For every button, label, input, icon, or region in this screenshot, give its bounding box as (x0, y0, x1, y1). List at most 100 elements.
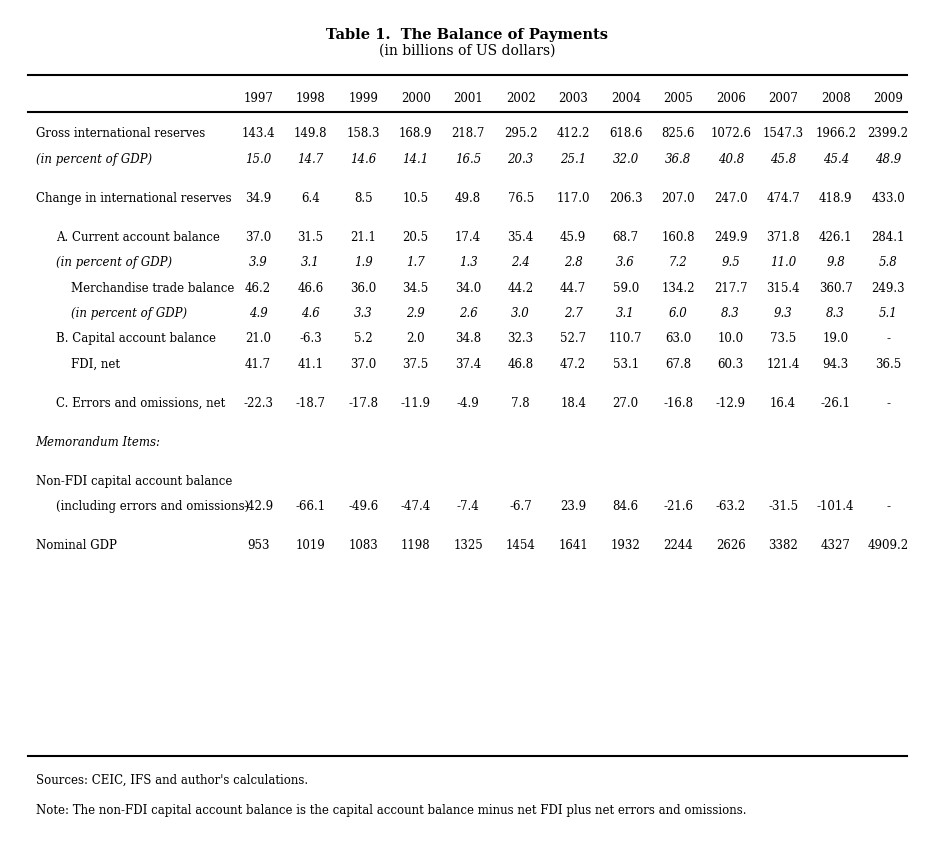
Text: 5.8: 5.8 (879, 256, 898, 269)
Text: 21.0: 21.0 (245, 332, 271, 345)
Text: 49.8: 49.8 (455, 192, 482, 204)
Text: 45.4: 45.4 (823, 153, 849, 165)
Text: Merchandise trade balance: Merchandise trade balance (71, 282, 235, 294)
Text: 34.5: 34.5 (403, 282, 429, 294)
Text: 46.2: 46.2 (245, 282, 271, 294)
Text: 2.6: 2.6 (459, 307, 478, 320)
Text: (in percent of GDP): (in percent of GDP) (56, 256, 172, 269)
Text: -17.8: -17.8 (348, 397, 378, 410)
Text: 67.8: 67.8 (665, 358, 691, 371)
Text: 1.7: 1.7 (407, 256, 425, 269)
Text: -6.3: -6.3 (299, 332, 322, 345)
Text: 360.7: 360.7 (819, 282, 853, 294)
Text: 34.9: 34.9 (245, 192, 271, 204)
Text: 5.2: 5.2 (353, 332, 372, 345)
Text: 20.3: 20.3 (508, 153, 534, 165)
Text: FDI, net: FDI, net (71, 358, 120, 371)
Text: 16.5: 16.5 (455, 153, 482, 165)
Text: 249.9: 249.9 (713, 231, 747, 243)
Text: 1641: 1641 (558, 539, 588, 552)
Text: 23.9: 23.9 (560, 500, 586, 513)
Text: 149.8: 149.8 (294, 127, 327, 140)
Text: 25.1: 25.1 (560, 153, 586, 165)
Text: 1019: 1019 (295, 539, 325, 552)
Text: 36.8: 36.8 (665, 153, 691, 165)
Text: 34.8: 34.8 (455, 332, 482, 345)
Text: (in percent of GDP): (in percent of GDP) (71, 307, 187, 320)
Text: 3.1: 3.1 (301, 256, 320, 269)
Text: 11.0: 11.0 (770, 256, 797, 269)
Text: -101.4: -101.4 (817, 500, 855, 513)
Text: 94.3: 94.3 (823, 358, 849, 371)
Text: 1083: 1083 (348, 539, 378, 552)
Text: Table 1.  The Balance of Payments: Table 1. The Balance of Payments (326, 28, 609, 42)
Text: -11.9: -11.9 (400, 397, 431, 410)
Text: -18.7: -18.7 (295, 397, 325, 410)
Text: 37.4: 37.4 (455, 358, 482, 371)
Text: -6.7: -6.7 (510, 500, 532, 513)
Text: 37.0: 37.0 (245, 231, 271, 243)
Text: 3.1: 3.1 (616, 307, 635, 320)
Text: 46.8: 46.8 (508, 358, 534, 371)
Text: B. Capital account balance: B. Capital account balance (56, 332, 216, 345)
Text: 3.6: 3.6 (616, 256, 635, 269)
Text: 2399.2: 2399.2 (868, 127, 909, 140)
Text: 15.0: 15.0 (245, 153, 271, 165)
Text: 1072.6: 1072.6 (711, 127, 751, 140)
Text: 1325: 1325 (453, 539, 483, 552)
Text: 117.0: 117.0 (556, 192, 590, 204)
Text: 295.2: 295.2 (504, 127, 538, 140)
Text: 2.8: 2.8 (564, 256, 583, 269)
Text: 1.9: 1.9 (353, 256, 372, 269)
Text: Sources: CEIC, IFS and author's calculations.: Sources: CEIC, IFS and author's calculat… (36, 773, 308, 786)
Text: 2001: 2001 (453, 92, 483, 104)
Text: 18.4: 18.4 (560, 397, 586, 410)
Text: Memorandum Items:: Memorandum Items: (36, 436, 161, 449)
Text: A. Current account balance: A. Current account balance (56, 231, 220, 243)
Text: 20.5: 20.5 (403, 231, 429, 243)
Text: 7.2: 7.2 (669, 256, 687, 269)
Text: 284.1: 284.1 (871, 231, 905, 243)
Text: -49.6: -49.6 (348, 500, 379, 513)
Text: 14.1: 14.1 (403, 153, 429, 165)
Text: 4.6: 4.6 (301, 307, 320, 320)
Text: Non-FDI capital account balance: Non-FDI capital account balance (36, 475, 232, 488)
Text: 68.7: 68.7 (612, 231, 639, 243)
Text: 618.6: 618.6 (609, 127, 642, 140)
Text: 41.7: 41.7 (245, 358, 271, 371)
Text: -63.2: -63.2 (715, 500, 746, 513)
Text: 412.2: 412.2 (556, 127, 590, 140)
Text: 1.3: 1.3 (459, 256, 478, 269)
Text: 9.3: 9.3 (774, 307, 793, 320)
Text: 2009: 2009 (873, 92, 903, 104)
Text: 315.4: 315.4 (767, 282, 800, 294)
Text: 2.9: 2.9 (407, 307, 425, 320)
Text: 52.7: 52.7 (560, 332, 586, 345)
Text: 1998: 1998 (295, 92, 325, 104)
Text: 45.8: 45.8 (770, 153, 797, 165)
Text: -12.9: -12.9 (715, 397, 746, 410)
Text: 4909.2: 4909.2 (868, 539, 909, 552)
Text: 2626: 2626 (716, 539, 745, 552)
Text: -: - (886, 500, 890, 513)
Text: 8.5: 8.5 (353, 192, 372, 204)
Text: 247.0: 247.0 (713, 192, 747, 204)
Text: 206.3: 206.3 (609, 192, 642, 204)
Text: 34.0: 34.0 (455, 282, 482, 294)
Text: 207.0: 207.0 (661, 192, 695, 204)
Text: 35.4: 35.4 (508, 231, 534, 243)
Text: 2.7: 2.7 (564, 307, 583, 320)
Text: 1198: 1198 (401, 539, 430, 552)
Text: 2002: 2002 (506, 92, 536, 104)
Text: 3382: 3382 (769, 539, 798, 552)
Text: Change in international reserves: Change in international reserves (36, 192, 231, 204)
Text: 59.0: 59.0 (612, 282, 639, 294)
Text: 2000: 2000 (401, 92, 431, 104)
Text: 249.3: 249.3 (871, 282, 905, 294)
Text: 4327: 4327 (821, 539, 851, 552)
Text: -21.6: -21.6 (663, 500, 693, 513)
Text: 47.2: 47.2 (560, 358, 586, 371)
Text: 2004: 2004 (611, 92, 640, 104)
Text: 371.8: 371.8 (767, 231, 800, 243)
Text: 53.1: 53.1 (612, 358, 639, 371)
